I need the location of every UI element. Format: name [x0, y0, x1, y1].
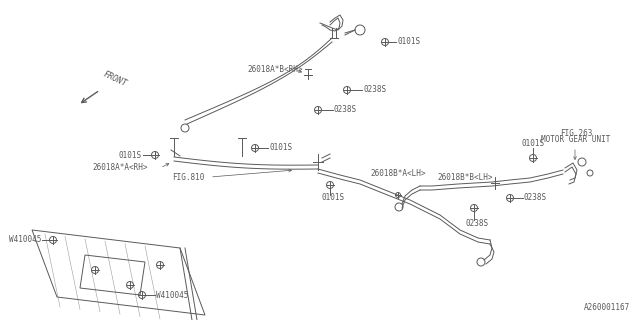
Text: 26018A*B<RH>: 26018A*B<RH>	[247, 66, 303, 75]
Text: 0238S: 0238S	[465, 220, 488, 228]
Text: 0101S: 0101S	[322, 194, 345, 203]
Text: 0101S: 0101S	[397, 37, 420, 46]
Text: 0238S: 0238S	[524, 194, 547, 203]
Text: 26018B*B<LH>: 26018B*B<LH>	[437, 173, 493, 182]
Text: FIG.810: FIG.810	[172, 172, 204, 181]
Text: MOTOR GEAR UNIT: MOTOR GEAR UNIT	[541, 135, 611, 145]
Text: 0101S: 0101S	[522, 139, 545, 148]
Text: 0101S: 0101S	[269, 143, 292, 153]
Text: 0238S: 0238S	[334, 106, 357, 115]
Text: 0238S: 0238S	[363, 85, 386, 94]
Text: W410045: W410045	[8, 236, 41, 244]
Text: A260001167: A260001167	[584, 303, 630, 312]
Text: FRONT: FRONT	[102, 69, 129, 88]
Text: 26018B*A<LH>: 26018B*A<LH>	[370, 169, 426, 178]
Text: FIG.263: FIG.263	[560, 129, 592, 138]
Text: 26018A*A<RH>: 26018A*A<RH>	[92, 164, 147, 172]
Text: 0101S: 0101S	[119, 150, 142, 159]
Text: W410045: W410045	[156, 291, 188, 300]
